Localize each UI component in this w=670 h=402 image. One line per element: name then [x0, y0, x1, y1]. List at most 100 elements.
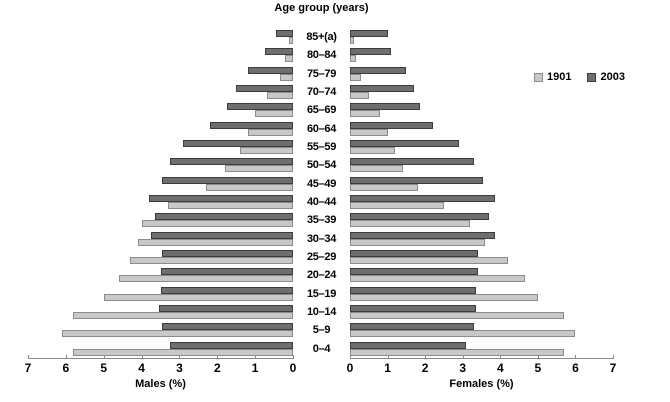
bar-male-2003 [226, 103, 293, 111]
male-axis-tick-labels: 7 6 5 4 3 2 1 0 [25, 361, 297, 375]
bar-female-1901 [350, 275, 525, 283]
bar-female-1901 [350, 55, 356, 63]
bar-male-2003 [162, 250, 293, 258]
axis-tick-label: 2 [213, 361, 221, 375]
female-axis-label: Females (%) [449, 378, 514, 390]
bar-female-1901 [350, 37, 354, 45]
bar-female-2003 [350, 121, 433, 129]
bar-female-2003 [350, 341, 467, 349]
bar-male-1901 [62, 330, 293, 338]
axis-tick [141, 355, 143, 359]
age-group-label: 35–39 [306, 214, 337, 227]
bar-female-2003 [350, 103, 420, 111]
male-bars-cell [28, 176, 293, 191]
age-row: 55–59 [28, 138, 613, 156]
age-group-label: 50–54 [306, 159, 337, 172]
female-bars-cell [350, 48, 613, 63]
age-group-label: 0–4 [312, 342, 331, 355]
axis-tick-label: 1 [251, 361, 259, 375]
legend-label-2003: 2003 [600, 71, 625, 83]
axis-tick-label: 4 [138, 361, 145, 375]
bar-female-2003 [350, 48, 392, 56]
age-group-label: 5–9 [312, 324, 331, 337]
axis-tick [387, 355, 389, 359]
bar-male-2003 [264, 48, 293, 56]
bar-female-2003 [350, 286, 476, 294]
male-bars-cell [28, 48, 293, 63]
age-group-label: 10–14 [306, 306, 337, 319]
female-x-axis [350, 355, 614, 359]
bar-female-2003 [350, 176, 484, 184]
age-group-label: 75–79 [306, 67, 337, 80]
bar-female-1901 [350, 220, 471, 228]
bar-male-2003 [162, 176, 293, 184]
bar-male-2003 [149, 195, 293, 203]
bar-male-2003 [247, 66, 293, 74]
female-bars-cell [350, 286, 613, 301]
age-group-label: 55–59 [306, 141, 337, 154]
bar-female-1901 [350, 128, 388, 136]
bar-female-1901 [350, 183, 418, 191]
axis-tick-label: 6 [62, 361, 70, 375]
female-bars-cell [350, 30, 613, 45]
bar-female-1901 [350, 293, 538, 301]
female-bars-cell [350, 140, 613, 155]
bar-female-1901 [350, 147, 396, 155]
age-group-label: 65–69 [306, 104, 337, 117]
male-bars-cell [28, 103, 293, 118]
bar-male-1901 [168, 202, 293, 210]
axis-tick [500, 355, 502, 359]
female-bars-cell [350, 268, 613, 283]
age-group-label: 85+(a) [306, 31, 337, 44]
axis-tick-label: 4 [496, 361, 504, 375]
axis-tick-label: 2 [421, 361, 429, 375]
bar-male-2003 [154, 213, 293, 221]
bar-female-2003 [350, 231, 495, 239]
age-row: 85+(a) [28, 28, 613, 46]
female-bars-cell [350, 195, 613, 210]
bar-female-2003 [350, 140, 459, 148]
bar-female-1901 [350, 257, 508, 265]
female-bars-cell [350, 103, 613, 118]
bar-female-1901 [350, 165, 403, 173]
female-bars-cell [350, 66, 613, 81]
male-bars-cell [28, 341, 293, 356]
axis-tick-label: 7 [609, 361, 617, 375]
age-group-label: 45–49 [306, 177, 337, 190]
male-bars-cell [28, 85, 293, 100]
axis-tick-label: 6 [572, 361, 579, 375]
age-group-label: 25–29 [306, 251, 337, 264]
female-bars-cell [350, 121, 613, 136]
legend-swatch-2003 [587, 72, 597, 82]
female-bars-cell [350, 213, 613, 228]
age-group-label: 70–74 [306, 86, 337, 99]
age-row: 25–29 [28, 248, 613, 266]
bar-male-1901 [73, 312, 293, 320]
bar-female-2003 [350, 85, 414, 93]
bar-male-1901 [285, 55, 293, 63]
male-bars-cell [28, 323, 293, 338]
age-row: 15–19 [28, 285, 613, 303]
axis-tick [103, 355, 105, 359]
axis-tick [462, 355, 464, 359]
bar-male-2003 [160, 268, 293, 276]
age-row: 35–39 [28, 211, 613, 229]
age-group-label: 15–19 [306, 287, 337, 300]
bar-male-2003 [169, 158, 293, 166]
chart-title: Age group (years) [274, 2, 369, 14]
axis-tick [613, 355, 614, 359]
female-bars-cell [350, 231, 613, 246]
bar-male-1901 [266, 92, 293, 100]
age-row: 40–44 [28, 193, 613, 211]
axis-tick-label: 1 [384, 361, 391, 375]
axis-tick [28, 355, 29, 359]
axis-tick [537, 355, 539, 359]
female-bars-cell [350, 305, 613, 320]
age-group-label: 20–24 [306, 269, 337, 282]
bar-male-1901 [255, 110, 293, 118]
bar-female-1901 [350, 73, 362, 81]
age-row: 80–84 [28, 46, 613, 64]
female-bars-cell [350, 158, 613, 173]
female-bars-cell [350, 85, 613, 100]
age-group-label: 80–84 [306, 49, 337, 62]
